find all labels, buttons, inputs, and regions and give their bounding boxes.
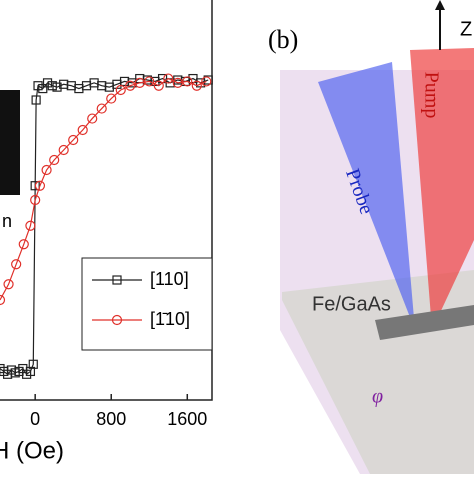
probe-beam (318, 62, 415, 330)
legend-label: [1̄10] (150, 309, 190, 329)
axis-label: Z (460, 18, 472, 40)
data-point (201, 76, 212, 87)
data-point (49, 154, 60, 166)
data-point (58, 144, 69, 156)
legend-marker (111, 314, 123, 326)
inset-image (0, 90, 20, 195)
data-point (96, 103, 107, 114)
data-point (41, 164, 52, 176)
data-point (31, 95, 41, 105)
plot-frame (0, 0, 213, 401)
data-point (106, 93, 117, 104)
data-point (68, 134, 79, 146)
data-point (134, 77, 145, 88)
data-point (25, 220, 36, 231)
pump-beam (410, 48, 474, 330)
legend-marker (112, 275, 122, 285)
data-point (18, 239, 29, 250)
data-point (47, 81, 57, 91)
diagram: (b) Z Pump Probe Fe/GaAs φ (268, 0, 474, 474)
series-line (0, 77, 207, 301)
inset-text: n (2, 211, 12, 231)
data-point (30, 194, 41, 206)
data-point (0, 363, 5, 374)
x-tick-label: 800 (96, 409, 126, 429)
data-point (115, 84, 126, 96)
angle-label: φ (372, 386, 383, 408)
legend-label: [110] (150, 269, 189, 289)
data-point (52, 82, 62, 92)
data-point (172, 77, 183, 88)
data-point (42, 78, 53, 88)
data-point (30, 181, 40, 191)
legend (81, 257, 213, 351)
x-axis-label: H (Oe) (0, 437, 64, 464)
data-point (191, 80, 202, 91)
sample (375, 305, 474, 340)
data-point (28, 359, 38, 369)
data-point (163, 73, 174, 84)
data-point (3, 279, 14, 290)
data-point (87, 113, 98, 124)
data-point (25, 366, 36, 377)
data-point (0, 294, 6, 306)
x-tick-label: 1600 (167, 409, 207, 429)
data-point (153, 80, 164, 91)
data-point (33, 81, 43, 91)
data-point (144, 76, 155, 87)
pump-label: Pump (420, 72, 442, 119)
data-point (34, 180, 46, 191)
data-point (203, 75, 213, 85)
sample-label: Fe/GaAs (312, 293, 391, 315)
z-arrow (435, 0, 445, 10)
data-point (125, 80, 136, 91)
data-point (11, 259, 22, 270)
x-tick-label: 0 (30, 409, 40, 429)
data-point (77, 124, 88, 136)
panel-label: (b) (268, 25, 298, 54)
data-point (182, 76, 193, 87)
data-point (38, 83, 48, 94)
